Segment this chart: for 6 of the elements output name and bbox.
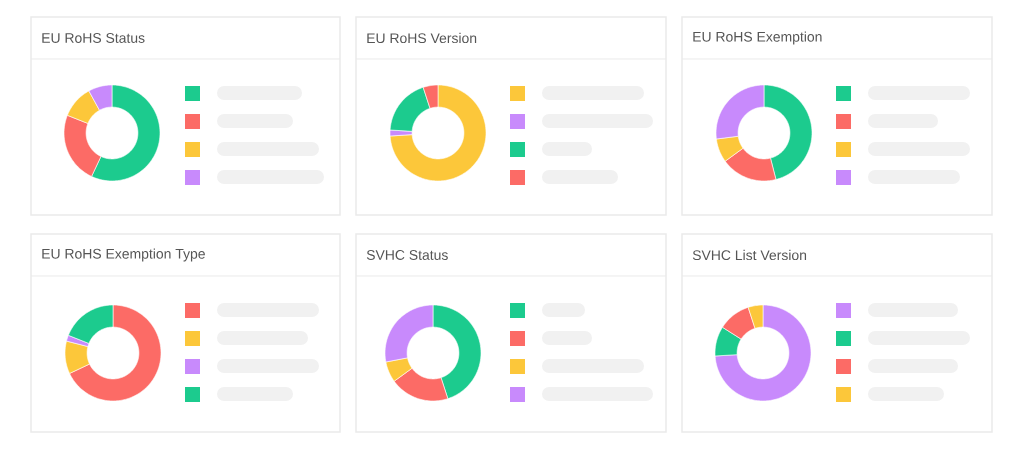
chart-title: EU RoHS Exemption Type <box>42 248 205 262</box>
chart-title: EU RoHS Version <box>367 32 477 44</box>
chart-title: SVHC Status <box>366 250 448 260</box>
chart-title: SVHC List Version <box>692 249 807 261</box>
chart-title: EU RoHS Status <box>42 33 145 43</box>
chart-title: EU RoHS Exemption <box>693 31 822 45</box>
